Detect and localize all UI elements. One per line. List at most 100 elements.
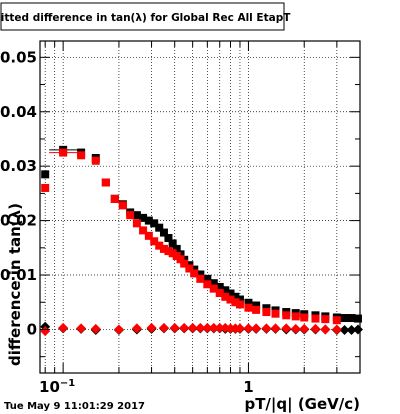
y-axis-title: difference in tan(λ) — [6, 203, 24, 366]
data-point — [321, 315, 330, 324]
data-point — [339, 325, 350, 336]
data-point — [187, 322, 198, 333]
data-point — [40, 326, 51, 337]
data-point — [196, 270, 205, 279]
data-point — [139, 226, 148, 235]
data-point — [252, 305, 261, 314]
data-point — [158, 322, 169, 333]
data-point — [76, 323, 87, 334]
data-point — [261, 323, 272, 334]
data-point — [226, 295, 235, 304]
title-frame — [0, 2, 285, 31]
data-point — [320, 324, 331, 335]
data-point — [282, 311, 291, 320]
data-point — [155, 241, 164, 250]
data-point — [169, 322, 180, 333]
data-point — [209, 279, 218, 288]
axis-ticks — [40, 41, 361, 373]
data-point — [150, 219, 159, 228]
data-point — [346, 325, 357, 336]
y-tick-labels: 0 0.01 0.02 0.03 0.04 0.05 — [0, 48, 37, 338]
data-point — [159, 244, 168, 253]
data-point — [58, 322, 69, 333]
data-point — [77, 151, 86, 160]
data-point — [221, 292, 230, 301]
data-point — [196, 274, 205, 283]
data-point — [311, 314, 320, 323]
y-tick-label: 0 — [27, 320, 37, 338]
data-point — [244, 298, 253, 307]
data-point — [90, 323, 101, 334]
data-point — [41, 183, 50, 192]
y-tick-label: 0.04 — [0, 103, 37, 121]
data-point — [251, 323, 262, 334]
x-tick-label: 1 — [243, 378, 253, 396]
data-point — [214, 322, 225, 333]
data-point — [252, 301, 261, 310]
data-point — [150, 237, 159, 246]
data-point — [310, 323, 321, 334]
data-point — [179, 322, 190, 333]
data-point — [231, 292, 240, 301]
title-box: Fitted difference in tan(λ) for Global R… — [0, 2, 291, 31]
y-tick-label: 0.02 — [0, 212, 37, 230]
data-point — [132, 211, 141, 220]
data-point — [172, 244, 181, 253]
data-point — [131, 323, 142, 334]
data-point — [101, 178, 110, 187]
data-point — [203, 280, 212, 289]
data-point — [299, 323, 310, 334]
data-point — [231, 298, 240, 307]
data-point — [347, 314, 356, 323]
data-point — [270, 323, 281, 334]
data-point — [202, 322, 213, 333]
data-point — [281, 323, 292, 334]
data-point — [185, 264, 194, 273]
data-point — [208, 322, 219, 333]
data-point — [146, 322, 157, 333]
data-point — [155, 223, 164, 232]
series-3 — [40, 322, 342, 337]
data-point — [243, 323, 254, 334]
data-point — [168, 249, 177, 258]
y-tick-label: 0.03 — [0, 157, 37, 175]
data-point — [144, 216, 153, 225]
data-point — [215, 288, 224, 297]
data-point — [110, 194, 119, 203]
data-point — [195, 322, 206, 333]
data-point — [290, 323, 301, 334]
data-point — [113, 324, 124, 335]
data-point — [221, 286, 230, 295]
data-point — [203, 274, 212, 283]
data-point — [180, 259, 189, 268]
data-point — [126, 211, 135, 220]
data-point — [226, 289, 235, 298]
data-point — [164, 247, 173, 256]
data-point — [291, 312, 300, 321]
data-point — [209, 284, 218, 293]
plot-frame — [39, 40, 361, 374]
data-point — [332, 316, 341, 325]
data-point — [139, 213, 148, 222]
y-tick-label: 0.01 — [0, 266, 37, 284]
data-point — [262, 308, 271, 317]
data-point — [215, 283, 224, 292]
data-point — [235, 300, 244, 309]
series-1 — [41, 148, 341, 325]
data-point — [176, 255, 185, 264]
plot-area: 0 0.01 0.02 0.03 0.04 0.05 10−1 1 — [0, 40, 363, 396]
data-point — [59, 148, 68, 157]
chart-title: Fitted difference in tan(λ) for Global R… — [0, 12, 291, 24]
data-point — [271, 309, 280, 318]
data-point — [331, 324, 342, 335]
y-tick-label: 0.05 — [0, 48, 37, 66]
data-point — [244, 303, 253, 312]
data-point — [144, 231, 153, 240]
x-axis-title: pT/|q| (GeV/c) — [244, 395, 360, 414]
x-tick-label: 10−1 — [39, 378, 75, 396]
data-point — [168, 239, 177, 248]
timestamp: Tue May 9 11:01:29 2017 — [4, 401, 145, 412]
data-point — [91, 156, 100, 165]
